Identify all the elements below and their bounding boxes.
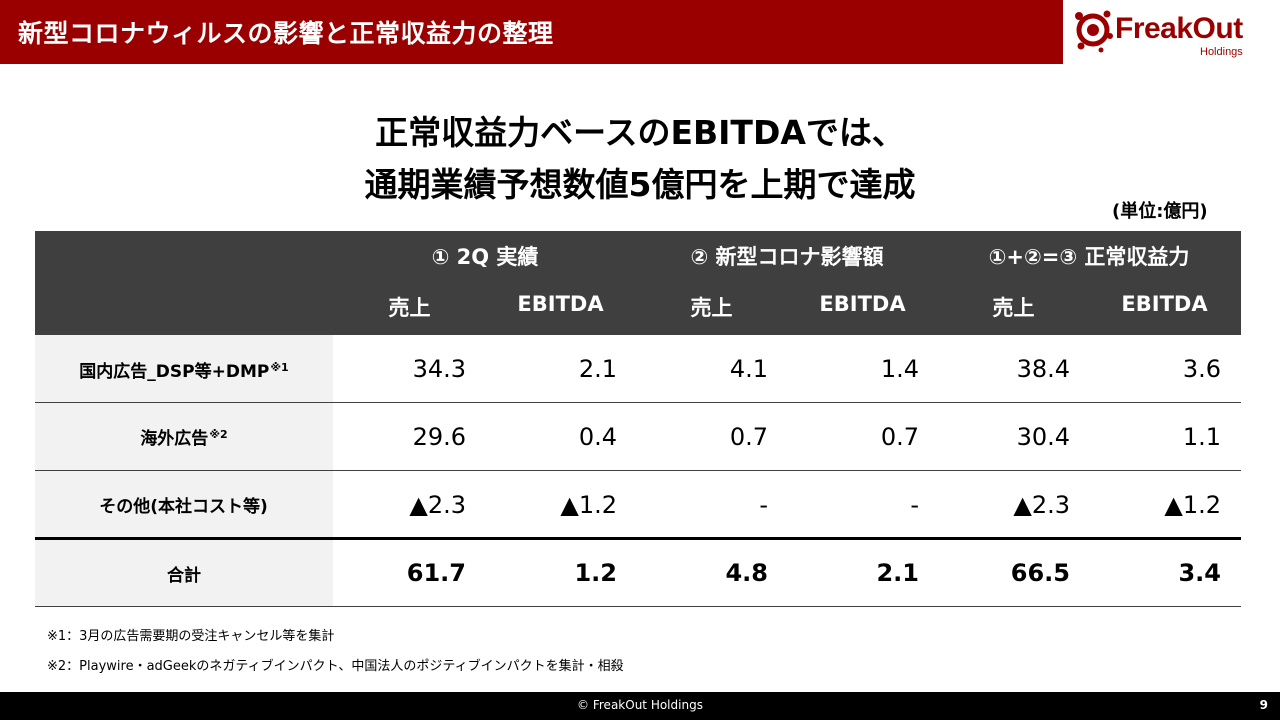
table-cell: - bbox=[910, 490, 919, 519]
headline-line-1: 正常収益力ベースのEBITDAでは、 bbox=[375, 113, 905, 152]
table-cell: ▲1.2 bbox=[1164, 490, 1221, 519]
table-row: その他(本社コスト等) ▲2.3 ▲1.2 - - ▲2.3 ▲1.2 bbox=[35, 471, 1241, 538]
table-cell: 66.5 bbox=[1010, 559, 1070, 587]
row-divider bbox=[35, 402, 1241, 403]
subheader-ebitda: EBITDA bbox=[517, 292, 604, 316]
table-cell: 3.4 bbox=[1178, 559, 1221, 587]
table-cell: ▲2.3 bbox=[409, 490, 466, 519]
total-label: 合計 bbox=[35, 540, 333, 606]
unit-label: (単位:億円) bbox=[1112, 201, 1208, 222]
table-cell: - bbox=[759, 490, 768, 519]
table-row: 国内広告_DSP等+DMP ※1 34.3 2.1 4.1 1.4 38.4 3.… bbox=[35, 335, 1241, 403]
table-cell: 2.1 bbox=[876, 559, 919, 587]
footer-bar: © FreakOut Holdings 9 bbox=[0, 692, 1280, 720]
headline-line-2: 通期業績予想数値5億円を上期で達成 bbox=[364, 165, 916, 204]
group-header-covid-impact: ② 新型コロナ影響額 bbox=[690, 245, 884, 269]
table-cell: 34.3 bbox=[412, 355, 466, 383]
table-cell: 2.1 bbox=[578, 355, 617, 383]
row-footnote-mark: ※1 bbox=[270, 360, 289, 374]
row-label-text: その他(本社コスト等) bbox=[99, 497, 268, 517]
table-cell: ▲1.2 bbox=[560, 490, 617, 519]
group-header-2q-actual: ① 2Q 実績 bbox=[431, 245, 539, 269]
row-label-text: 海外広告 bbox=[140, 429, 209, 449]
table-cell: 1.2 bbox=[574, 559, 617, 587]
brand-name: FreakOut bbox=[1115, 12, 1243, 45]
table-cell: 3.6 bbox=[1182, 355, 1221, 383]
table-bottom-line bbox=[35, 606, 1241, 607]
brand-subname: Holdings bbox=[1200, 46, 1243, 58]
table-cell: 29.6 bbox=[412, 422, 466, 451]
subheader-sales: 売上 bbox=[992, 296, 1035, 320]
total-divider bbox=[35, 537, 1241, 540]
header-bar: 新型コロナウィルスの影響と正常収益力の整理 FreakOut Holdings bbox=[0, 0, 1280, 64]
table-cell: 38.4 bbox=[1016, 355, 1070, 383]
table-cell: 30.4 bbox=[1016, 422, 1070, 451]
footnote-1: ※1：3月の広告需要期の受注キャンセル等を集計 bbox=[47, 629, 335, 644]
row-label: 国内広告_DSP等+DMP ※1 bbox=[35, 335, 333, 403]
row-label: その他(本社コスト等) bbox=[35, 471, 333, 538]
page-number: 9 bbox=[1259, 698, 1268, 712]
table-cell: 0.4 bbox=[578, 422, 617, 451]
table-cell: 1.4 bbox=[880, 355, 919, 383]
table-cell: 0.7 bbox=[880, 422, 919, 451]
subheader-ebitda: EBITDA bbox=[819, 292, 906, 316]
subheader-sales: 売上 bbox=[388, 296, 431, 320]
row-divider bbox=[35, 470, 1241, 471]
copyright-text: © FreakOut Holdings bbox=[577, 698, 703, 712]
company-logo: FreakOut Holdings bbox=[1063, 0, 1280, 64]
row-label-text: 国内広告_DSP等+DMP bbox=[79, 361, 270, 382]
row-label: 海外広告 ※2 bbox=[35, 403, 333, 470]
footnote-2: ※2：Playwire・adGeekのネガティブインパクト、中国法人のポジティブ… bbox=[47, 659, 624, 674]
freakout-logo-icon bbox=[1075, 10, 1113, 53]
row-footnote-mark: ※2 bbox=[209, 428, 228, 441]
group-header-normal-earnings: ①+②=③ 正常収益力 bbox=[988, 245, 1190, 269]
subheader-sales: 売上 bbox=[690, 296, 733, 320]
table-cell: ▲2.3 bbox=[1013, 490, 1070, 519]
table-cell: 0.7 bbox=[729, 422, 768, 451]
table-cell: 61.7 bbox=[406, 559, 466, 587]
table-header bbox=[35, 231, 1241, 335]
table-cell: 4.8 bbox=[725, 559, 768, 587]
table-cell: 1.1 bbox=[1182, 422, 1221, 451]
slide-title: 新型コロナウィルスの影響と正常収益力の整理 bbox=[18, 19, 554, 48]
table-total-row: 合計 61.7 1.2 4.8 2.1 66.5 3.4 bbox=[35, 540, 1241, 606]
subheader-ebitda: EBITDA bbox=[1121, 292, 1208, 316]
table-cell: 4.1 bbox=[729, 355, 768, 383]
table-row: 海外広告 ※2 29.6 0.4 0.7 0.7 30.4 1.1 bbox=[35, 403, 1241, 470]
